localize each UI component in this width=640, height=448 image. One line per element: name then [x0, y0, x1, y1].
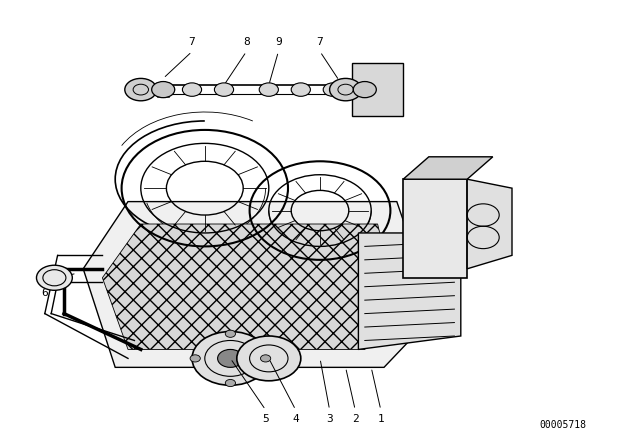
Circle shape: [125, 78, 157, 101]
Text: 7: 7: [317, 37, 323, 47]
Polygon shape: [102, 224, 397, 349]
Circle shape: [259, 83, 278, 96]
Text: 4: 4: [292, 414, 299, 424]
Text: 1: 1: [378, 414, 384, 424]
Polygon shape: [358, 233, 461, 349]
Circle shape: [190, 355, 200, 362]
Circle shape: [36, 265, 72, 290]
Text: 8: 8: [243, 37, 250, 47]
Polygon shape: [403, 157, 493, 179]
Text: 3: 3: [326, 414, 333, 424]
Polygon shape: [83, 202, 435, 367]
Circle shape: [182, 83, 202, 96]
Polygon shape: [352, 63, 403, 116]
Text: 7: 7: [189, 37, 195, 47]
Text: 9: 9: [275, 37, 282, 47]
Circle shape: [192, 332, 269, 385]
Circle shape: [260, 355, 271, 362]
Circle shape: [214, 83, 234, 96]
Circle shape: [330, 78, 362, 101]
Text: 00005718: 00005718: [540, 420, 587, 430]
Text: 5: 5: [262, 414, 269, 424]
Text: 6: 6: [42, 289, 48, 298]
Polygon shape: [467, 179, 512, 269]
Circle shape: [225, 379, 236, 387]
Circle shape: [353, 82, 376, 98]
FancyBboxPatch shape: [403, 179, 467, 278]
Text: 2: 2: [352, 414, 358, 424]
Circle shape: [218, 349, 243, 367]
Circle shape: [225, 330, 236, 337]
Circle shape: [237, 336, 301, 381]
Circle shape: [152, 82, 175, 98]
Circle shape: [291, 83, 310, 96]
Circle shape: [323, 83, 342, 96]
